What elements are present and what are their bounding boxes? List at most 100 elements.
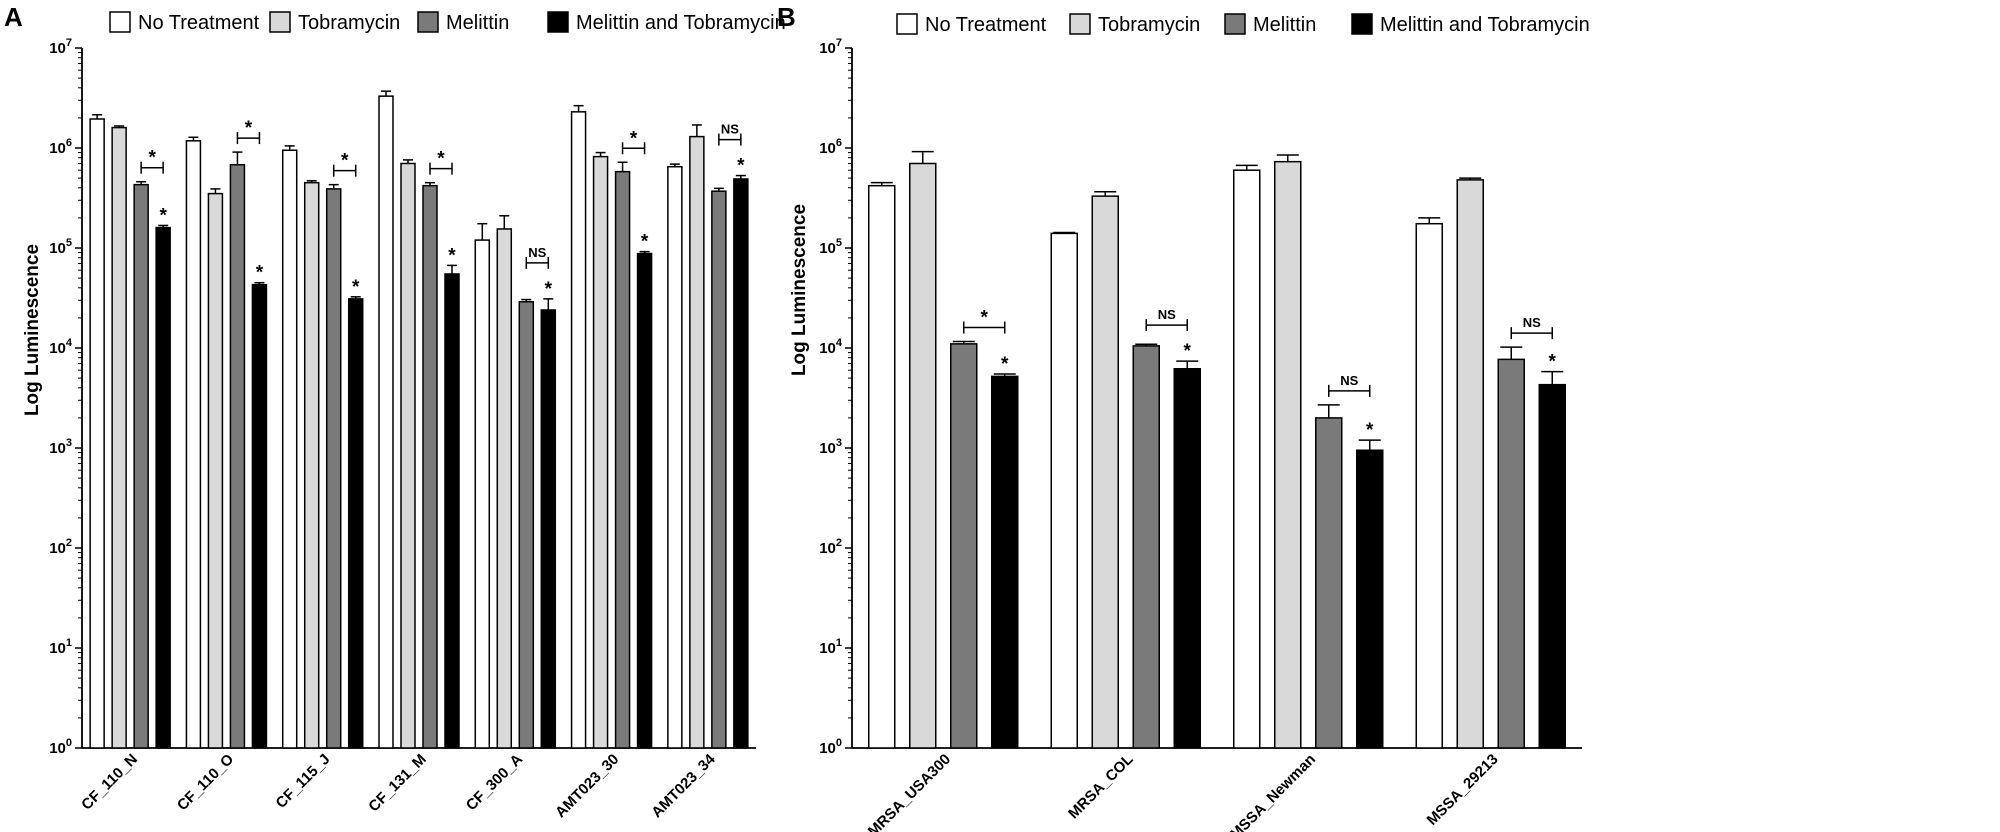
- legend-label: Melittin and Tobramycin: [1380, 14, 1590, 36]
- bar: [711, 190, 727, 749]
- bar: [303, 181, 320, 749]
- bar: [570, 111, 587, 749]
- category-label: CF_110_O: [174, 751, 238, 815]
- legend-swatch: [1069, 13, 1091, 35]
- bar: [496, 228, 513, 749]
- bar: [592, 155, 609, 749]
- legend-label: Melittin and Tobramycin: [576, 12, 786, 34]
- y-tick-label: 107: [819, 37, 842, 57]
- bar: [474, 239, 491, 749]
- y-tick-label: 101: [819, 637, 842, 657]
- panel-b: B No Treatment Tobramycin Melittin Melittin…: [777, 2, 1590, 832]
- legend-swatch: [896, 13, 918, 35]
- legend-swatch: [1351, 13, 1373, 35]
- bar: [281, 149, 298, 749]
- legend-swatch: [269, 11, 291, 33]
- bar: [540, 309, 557, 749]
- bar: [444, 273, 460, 749]
- y-tick-label: 100: [819, 737, 842, 757]
- significance-star: *: [1366, 420, 1374, 441]
- significance-star: *: [1001, 354, 1009, 375]
- category-label: CF_131_M: [365, 751, 429, 815]
- significance-star: *: [448, 245, 456, 266]
- category-label: MSSA_29213: [1424, 751, 1502, 829]
- bar: [991, 375, 1019, 749]
- category-label: CF_115_J: [273, 751, 334, 812]
- bar: [1315, 417, 1343, 749]
- y-tick-label: 104: [49, 337, 73, 357]
- legend-b: No Treatment Tobramycin Melittin Melittin a…: [896, 13, 1590, 36]
- bracket-label: *: [148, 148, 156, 169]
- legend-swatch: [109, 11, 131, 33]
- panel-a: A No Treatment Tobramycin Melittin Melittin…: [4, 2, 786, 821]
- bar: [614, 170, 631, 749]
- bracket-label: NS: [1340, 373, 1358, 388]
- legend-label: Melittin: [1253, 14, 1316, 36]
- bar: [111, 126, 127, 749]
- bar: [733, 178, 749, 749]
- legend-swatch: [417, 11, 439, 33]
- significance-star: *: [256, 263, 264, 284]
- bar: [1091, 195, 1119, 749]
- y-tick-label: 106: [819, 137, 842, 157]
- bracket-label: *: [981, 308, 989, 329]
- bracket-label: *: [630, 128, 638, 149]
- y-tick-label: 102: [49, 537, 72, 557]
- y-tick-label: 101: [49, 637, 72, 657]
- legend-label: Tobramycin: [298, 12, 400, 34]
- y-axis-label-b: Log Luminescence: [789, 204, 810, 376]
- bar: [1173, 368, 1201, 749]
- bar: [347, 298, 364, 749]
- bar: [636, 252, 653, 749]
- legend-label: No Treatment: [138, 12, 260, 34]
- legend-label: No Treatment: [925, 14, 1047, 36]
- significance-star: *: [1549, 352, 1557, 373]
- legend-swatch: [1224, 13, 1246, 35]
- bar: [518, 301, 535, 749]
- bar: [1233, 169, 1261, 749]
- bar: [185, 140, 202, 749]
- bracket-label: *: [437, 149, 445, 170]
- y-tick-label: 103: [49, 437, 72, 457]
- bar: [229, 163, 246, 749]
- significance-star: *: [737, 156, 745, 177]
- category-label: AMT023_34: [648, 750, 719, 821]
- legend-label: Melittin: [446, 12, 509, 34]
- y-tick-label: 103: [819, 437, 842, 457]
- bar: [251, 283, 268, 749]
- bar: [1456, 179, 1484, 749]
- bar: [1356, 449, 1384, 749]
- bar: [1415, 222, 1443, 749]
- y-tick-label: 100: [49, 737, 72, 757]
- bracket-label: NS: [721, 122, 739, 137]
- bar: [667, 165, 683, 749]
- bar: [689, 135, 705, 749]
- significance-star: *: [545, 279, 553, 300]
- significance-star: *: [641, 232, 649, 253]
- bar: [133, 183, 149, 749]
- bar: [155, 226, 171, 749]
- bracket-label: *: [245, 118, 253, 139]
- category-label: CF_300_A: [463, 751, 526, 814]
- bar: [1497, 358, 1525, 749]
- plot-area-b: 100 101 102 103 104 105 106 107 MRSA_USA300 MRSA_…: [819, 37, 1582, 832]
- bracket-label: *: [341, 151, 349, 172]
- panel-letter-b: B: [777, 2, 796, 32]
- bracket-label: NS: [528, 245, 546, 260]
- significance-star: *: [352, 277, 360, 298]
- category-label: MSSA_Newman: [1227, 751, 1319, 832]
- category-label: MRSA_COL: [1065, 751, 1137, 823]
- bar: [909, 162, 937, 749]
- bar: [378, 95, 394, 749]
- bar: [325, 188, 342, 749]
- plot-area-a: 100 101 102 103 104 105 106 107 CF_110_N CF_110_O…: [49, 37, 756, 821]
- legend-label: Tobramycin: [1098, 14, 1200, 36]
- bar: [422, 184, 438, 749]
- bar: [89, 118, 105, 749]
- bar: [868, 184, 896, 749]
- bar: [1538, 383, 1566, 749]
- y-tick-label: 107: [49, 37, 72, 57]
- y-tick-label: 102: [819, 537, 842, 557]
- bar: [1132, 345, 1160, 749]
